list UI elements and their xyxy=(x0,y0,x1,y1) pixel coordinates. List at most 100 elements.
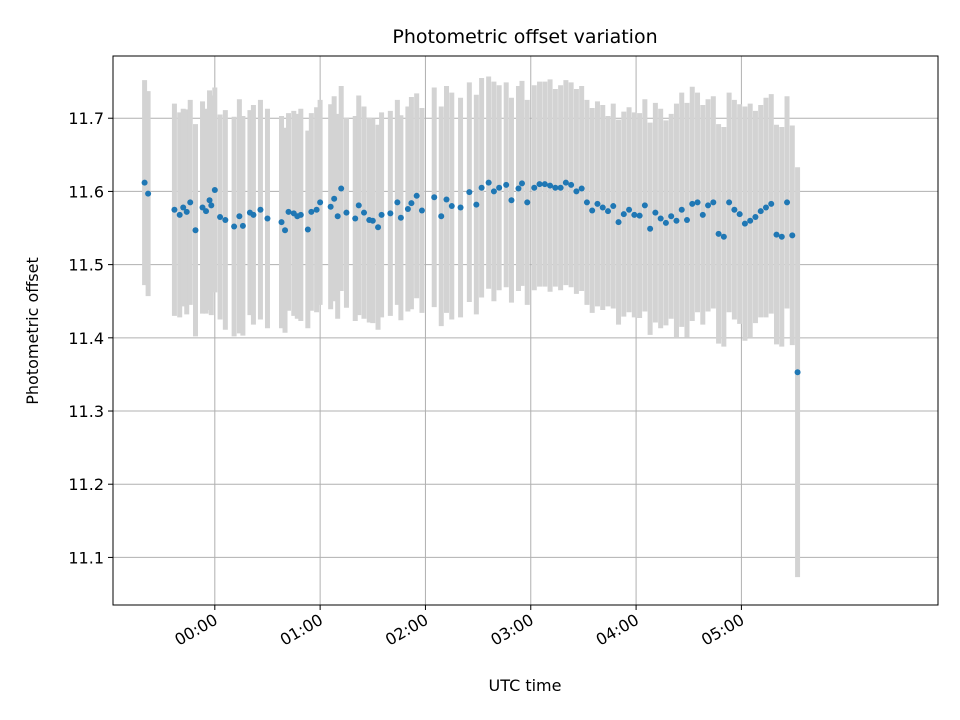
data-point xyxy=(683,216,690,223)
data-point xyxy=(239,222,246,229)
data-point xyxy=(490,188,497,195)
data-point xyxy=(789,232,796,239)
data-point xyxy=(394,199,401,206)
data-point xyxy=(217,214,224,221)
data-point xyxy=(631,211,638,218)
data-point xyxy=(594,200,601,207)
data-point xyxy=(524,199,531,206)
data-point xyxy=(222,216,229,223)
data-point xyxy=(478,184,485,191)
data-point xyxy=(257,206,264,213)
data-point xyxy=(413,192,420,199)
data-point xyxy=(443,196,450,203)
data-point xyxy=(355,202,362,209)
data-point xyxy=(531,184,538,191)
data-point xyxy=(145,190,152,197)
data-point xyxy=(536,181,543,188)
y-axis: 11.1 11.2 11.3 11.4 11.5 11.6 11.7 xyxy=(68,109,113,567)
data-point xyxy=(715,230,722,237)
y-tick-label: 11.7 xyxy=(68,109,104,128)
data-point xyxy=(518,180,525,187)
data-point xyxy=(231,223,238,230)
data-point xyxy=(308,208,315,215)
data-point xyxy=(297,211,304,218)
data-point xyxy=(334,213,341,220)
data-point xyxy=(757,208,764,215)
data-point xyxy=(605,208,611,215)
data-point xyxy=(438,213,445,220)
data-point xyxy=(657,215,664,222)
y-tick-label: 11.4 xyxy=(68,329,104,348)
data-point xyxy=(418,207,425,214)
y-tick-label: 11.6 xyxy=(68,182,104,201)
data-points xyxy=(141,179,801,376)
data-point xyxy=(466,189,473,196)
data-point xyxy=(541,181,548,188)
data-point xyxy=(485,179,492,186)
data-point xyxy=(338,185,345,192)
data-point xyxy=(496,184,503,191)
data-point xyxy=(636,212,643,219)
data-point xyxy=(752,214,759,221)
data-point xyxy=(282,227,289,234)
data-point xyxy=(211,186,218,193)
data-point xyxy=(352,215,359,222)
data-point xyxy=(778,233,785,240)
y-tick-label: 11.5 xyxy=(68,256,104,275)
data-point xyxy=(615,219,622,226)
data-point xyxy=(361,209,368,216)
data-point xyxy=(457,204,464,211)
data-point xyxy=(278,219,285,226)
data-point xyxy=(503,181,510,188)
data-point xyxy=(171,206,178,213)
data-point xyxy=(141,179,148,186)
data-point xyxy=(562,179,569,186)
data-point xyxy=(762,204,769,211)
data-point xyxy=(662,219,669,226)
y-tick-label: 11.2 xyxy=(68,475,104,494)
data-point xyxy=(652,209,659,216)
data-point xyxy=(408,200,415,207)
y-axis-title: Photometric offset xyxy=(23,257,42,405)
data-point xyxy=(557,184,564,191)
data-point xyxy=(741,220,748,227)
data-point xyxy=(673,217,680,224)
data-point xyxy=(176,211,183,218)
data-point xyxy=(187,199,194,206)
data-point xyxy=(668,213,675,220)
data-point xyxy=(699,211,706,218)
data-point xyxy=(317,199,324,206)
data-point xyxy=(206,197,213,204)
data-point xyxy=(773,231,780,238)
data-point xyxy=(448,203,455,210)
data-point xyxy=(705,202,712,209)
data-point xyxy=(647,225,654,232)
data-point xyxy=(404,205,411,212)
data-point xyxy=(578,185,585,192)
data-point xyxy=(304,226,311,233)
data-point xyxy=(620,211,627,218)
data-point xyxy=(547,182,554,189)
data-point xyxy=(236,213,243,220)
data-point xyxy=(720,233,727,240)
data-point xyxy=(431,194,438,201)
data-point xyxy=(378,211,385,218)
data-point xyxy=(552,184,559,191)
data-point xyxy=(327,203,334,210)
data-point xyxy=(313,206,320,213)
data-point xyxy=(515,185,522,192)
data-point xyxy=(508,197,515,204)
data-point xyxy=(710,199,717,206)
data-point xyxy=(369,217,376,224)
data-point xyxy=(678,206,685,213)
data-point xyxy=(731,206,738,213)
data-point xyxy=(473,201,480,208)
data-point xyxy=(747,217,754,224)
data-point xyxy=(689,200,696,207)
data-point xyxy=(208,202,215,209)
data-point xyxy=(583,199,590,206)
data-point xyxy=(794,369,801,376)
data-point xyxy=(264,215,271,222)
data-point xyxy=(589,207,596,214)
data-point xyxy=(694,199,701,206)
